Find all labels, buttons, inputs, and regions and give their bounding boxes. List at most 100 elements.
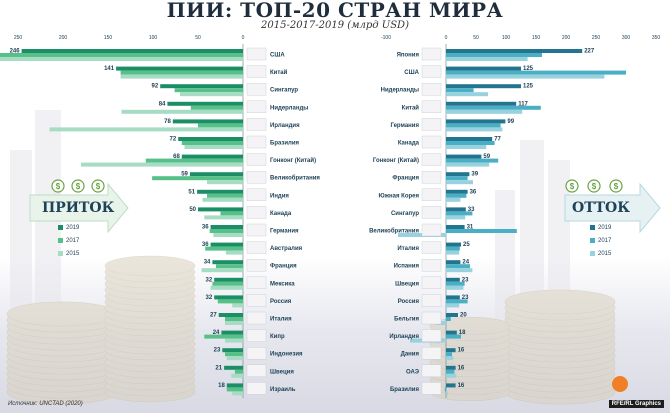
outflow-bar-2015 <box>446 391 448 396</box>
inflow-bar-2017 <box>204 334 243 339</box>
outflow-axis-tick: 150 <box>532 35 541 41</box>
inflow-bar-2017 <box>205 246 243 251</box>
inflow-value-label: 59 <box>181 172 188 178</box>
inflow-bar-2015 <box>81 162 243 167</box>
outflow-value-label: 99 <box>507 119 514 125</box>
outflow-country-label: Китай <box>402 104 420 111</box>
inflow-bar-2015 <box>231 373 243 378</box>
outflow-bar-2019 <box>446 330 457 335</box>
outflow-country-label: ОАЭ <box>406 369 420 375</box>
flag-ca-icon <box>421 135 442 149</box>
inflow-bar-2017 <box>174 88 243 93</box>
outflow-arrow <box>564 182 661 234</box>
flag-cy-icon <box>246 329 267 342</box>
inflow-value-label: 36 <box>202 225 209 231</box>
inflow-country-label: Германия <box>270 229 299 235</box>
credit: RFE/RL Graphics <box>608 400 664 408</box>
outflow-country-label: Южная Корея <box>379 193 420 199</box>
source-note: Источник: UNCTAD (2020) <box>8 401 83 407</box>
outflow-bar-2015 <box>446 127 503 132</box>
outflow-bar-2017 <box>446 369 455 374</box>
page-subtitle: 2015-2017-2019 (млрд USD) <box>261 20 409 31</box>
coin-stack-left-2 <box>104 255 196 403</box>
inflow-bar-2017 <box>198 123 243 128</box>
outflow-bar-2017 <box>444 387 446 392</box>
inflow-value-label: 27 <box>210 313 217 319</box>
inflow-value-label: 21 <box>215 365 222 371</box>
inflow-bar-2017 <box>217 299 243 304</box>
outflow-value-label: 59 <box>483 154 490 160</box>
outflow-bar-2019 <box>446 365 456 370</box>
inflow-bar-2017 <box>207 193 243 198</box>
outflow-bar-2015 <box>446 162 490 167</box>
dollar-icon-glyph: $ <box>96 182 101 191</box>
inflow-bar-2019 <box>210 242 243 247</box>
flag-ru-icon <box>246 294 267 307</box>
outflow-bar-2019 <box>446 137 493 141</box>
outflow-bar-2017 <box>446 281 465 286</box>
inflow-country-label: Ирландия <box>270 123 300 129</box>
inflow-country-label: Гонконг (Китай) <box>270 157 316 164</box>
inflow-bar-2017 <box>190 105 243 110</box>
flag-kr-icon <box>421 188 442 202</box>
outflow-axis-tick: -100 <box>381 35 391 41</box>
inflow-country-label: Италия <box>270 317 292 323</box>
page-title: ПИИ: ТОП-20 СТРАН МИРА <box>166 0 504 22</box>
inflow-bar-2019 <box>172 119 243 124</box>
outflow-bar-2017 <box>446 88 474 93</box>
inflow-bar-2019 <box>226 383 243 388</box>
inflow-country-label: Мексика <box>270 281 295 287</box>
bg-column <box>10 150 32 330</box>
flag-de-icon <box>421 118 442 131</box>
outflow-value-label: 16 <box>458 383 465 389</box>
inflow-bar-2015 <box>225 250 243 255</box>
inflow-bar-2017 <box>225 317 243 321</box>
inflow-country-label: Индия <box>270 193 289 199</box>
outflow-bar-2019 <box>446 260 461 265</box>
inflow-value-label: 141 <box>104 66 115 72</box>
outflow-country-label: Бразилия <box>390 387 420 393</box>
flag-se-icon <box>421 276 442 289</box>
outflow-bar-2015 <box>446 268 473 273</box>
coin <box>504 289 616 315</box>
outflow-bar-2017 <box>446 141 495 145</box>
inflow-country-label: Франция <box>270 264 297 270</box>
outflow-bar-2019 <box>446 295 460 300</box>
inflow-value-label: 51 <box>188 189 195 195</box>
outflow-value-label: 16 <box>458 365 465 371</box>
coin-stack-right <box>504 289 616 405</box>
inflow-bar-2015 <box>201 268 243 273</box>
inflow-bar-2017 <box>234 369 243 374</box>
outflow-country-label: Германия <box>390 123 419 129</box>
outflow-axis-tick: 0 <box>445 35 448 41</box>
outflow-axis-tick: 250 <box>592 35 601 41</box>
flag-ae-icon <box>421 364 442 377</box>
outflow-axis-tick: 100 <box>502 35 511 41</box>
legend-item-2019: 2019 <box>58 222 79 235</box>
flag-cn-icon <box>421 100 442 114</box>
flag-gb-icon <box>421 223 442 237</box>
legend-item-2015: 2015 <box>58 248 79 261</box>
inflow-bar-2015 <box>202 197 243 202</box>
outflow-bar-2019 <box>446 189 468 194</box>
outflow-value-label: 23 <box>462 295 469 301</box>
outflow-label: ОТТОК <box>572 200 630 216</box>
inflow-bar-2015 <box>0 57 244 61</box>
outflow-axis-tick: 300 <box>622 35 631 41</box>
inflow-country-label: США <box>270 53 285 59</box>
outflow-value-label: 125 <box>523 66 534 72</box>
outflow-legend: 2019 2017 2015 <box>590 222 611 261</box>
inflow-bar-2017 <box>181 141 243 145</box>
inflow-bar-2015 <box>207 180 243 185</box>
dollar-icon-glyph: $ <box>614 182 619 191</box>
inflow-bar-2019 <box>214 295 243 300</box>
outflow-bar-2015 <box>446 285 464 290</box>
outflow-country-label: Россия <box>398 299 420 305</box>
inflow-country-label: Индонезия <box>270 352 303 358</box>
outflow-bar-2017 <box>446 158 499 163</box>
outflow-country-label: Дания <box>401 352 420 358</box>
outflow-axis-tick: 50 <box>473 35 479 41</box>
outflow-axis-tick: 350 <box>652 35 661 41</box>
outflow-country-label: Бельгия <box>394 317 419 323</box>
